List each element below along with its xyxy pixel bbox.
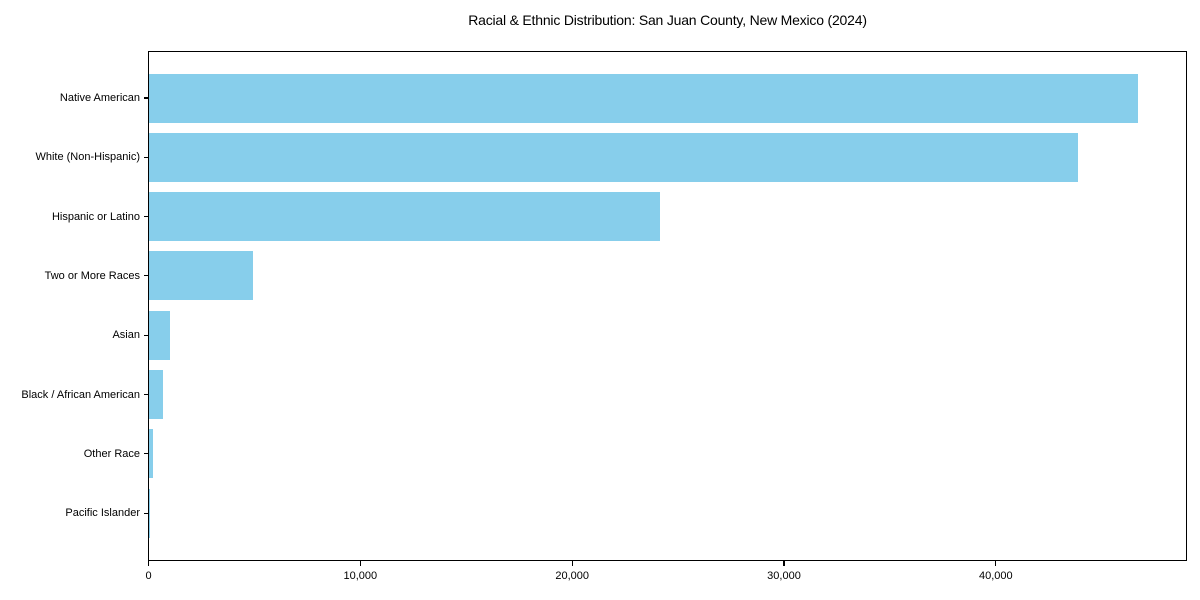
y-tick-mark bbox=[143, 156, 149, 158]
x-tick-mark bbox=[359, 561, 361, 566]
x-axis-tick-label: 30,000 bbox=[767, 570, 801, 582]
chart-title: Racial & Ethnic Distribution: San Juan C… bbox=[468, 12, 867, 28]
x-axis-tick-label: 10,000 bbox=[343, 570, 378, 582]
bar bbox=[148, 370, 164, 419]
bar bbox=[148, 310, 170, 360]
x-axis-tick-label: 40,000 bbox=[979, 570, 1013, 582]
bar bbox=[148, 192, 661, 242]
y-axis-label: Two or More Races bbox=[44, 269, 140, 282]
y-axis-label: Black / African American bbox=[21, 388, 140, 401]
plot-area bbox=[148, 51, 1187, 561]
x-tick-mark bbox=[571, 561, 573, 566]
x-tick-mark bbox=[995, 561, 997, 566]
x-axis-tick-label: 0 bbox=[145, 570, 152, 582]
bar bbox=[148, 429, 153, 479]
bar bbox=[148, 132, 1079, 182]
y-axis-label: White (Non-Hispanic) bbox=[35, 151, 140, 164]
y-axis-label: Asian bbox=[112, 329, 140, 342]
x-tick-mark bbox=[147, 561, 150, 566]
x-axis-tick-label: 20,000 bbox=[555, 570, 589, 582]
y-axis-label: Hispanic or Latino bbox=[51, 210, 140, 223]
y-axis-label: Other Race bbox=[83, 447, 140, 460]
y-tick-mark bbox=[143, 393, 149, 396]
y-tick-mark bbox=[143, 334, 149, 336]
y-tick-mark bbox=[143, 512, 149, 514]
y-tick-mark bbox=[143, 97, 149, 99]
bar bbox=[148, 251, 254, 301]
y-tick-mark bbox=[143, 453, 149, 455]
bar bbox=[148, 488, 150, 538]
y-tick-mark bbox=[143, 275, 149, 277]
y-tick-mark bbox=[143, 216, 149, 218]
x-tick-mark bbox=[783, 561, 785, 566]
bar bbox=[148, 73, 1138, 123]
y-axis-label: Native American bbox=[59, 92, 140, 104]
y-axis-label: Pacific Islander bbox=[65, 507, 140, 520]
